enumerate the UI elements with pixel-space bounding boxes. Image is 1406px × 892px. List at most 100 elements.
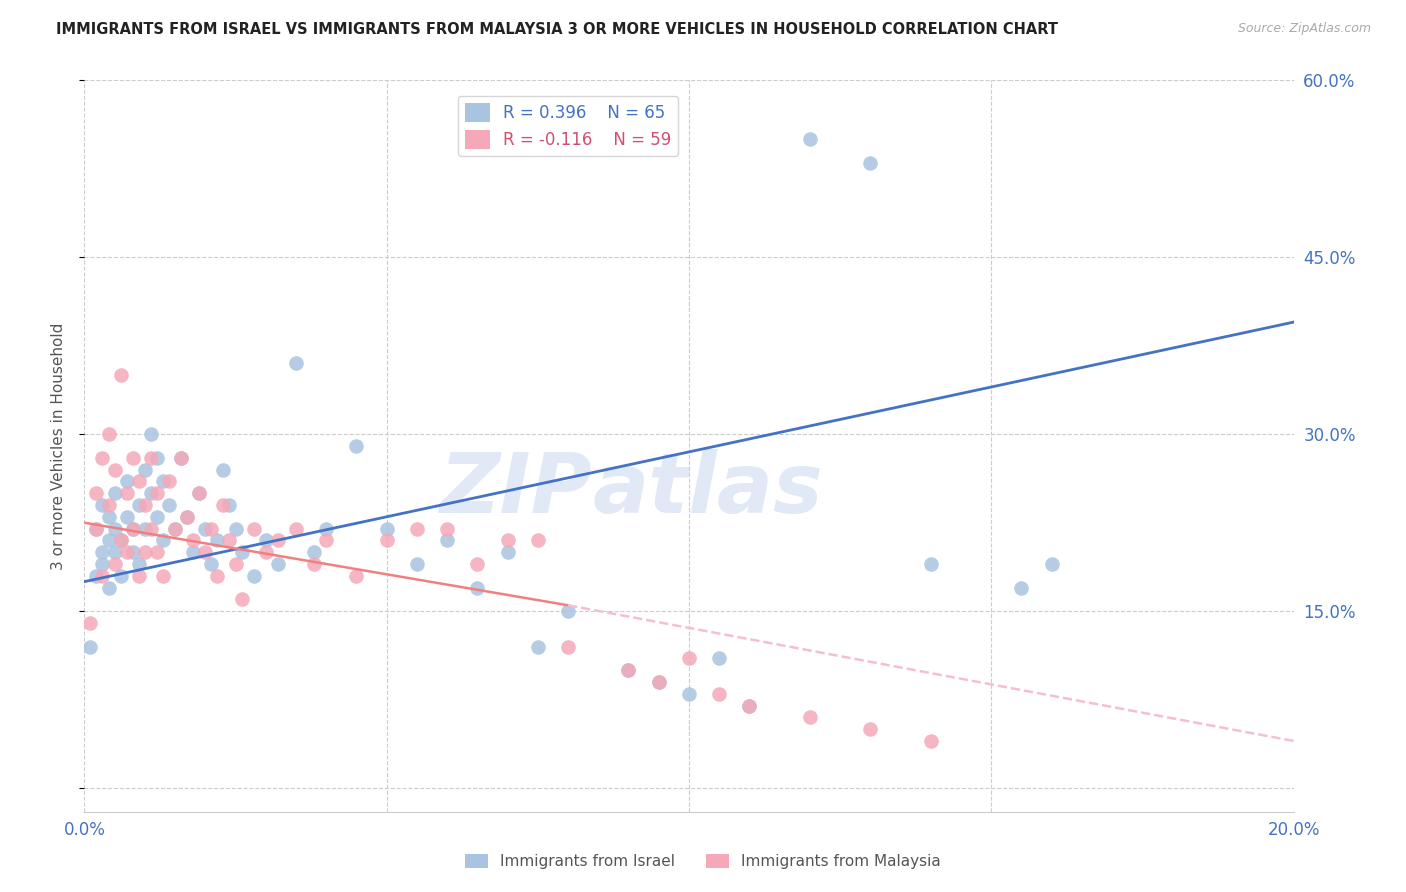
Point (146, 545, 169, 559)
Point (375, 522, 398, 536)
Point (678, 687, 700, 701)
Point (152, 568, 174, 582)
Point (121, 450, 143, 465)
Point (254, 545, 277, 559)
Point (436, 522, 458, 536)
Point (218, 498, 240, 512)
Point (406, 557, 429, 571)
Point (97, 427, 120, 442)
Point (859, 156, 882, 170)
Point (79, 640, 101, 654)
Point (1040, 557, 1063, 571)
Point (406, 522, 429, 536)
Point (285, 522, 308, 536)
Point (225, 522, 247, 536)
Point (97, 509, 120, 524)
Text: IMMIGRANTS FROM ISRAEL VS IMMIGRANTS FROM MALAYSIA 3 OR MORE VEHICLES IN HOUSEHO: IMMIGRANTS FROM ISRAEL VS IMMIGRANTS FRO… (56, 22, 1059, 37)
Point (527, 533, 550, 548)
Point (165, 522, 187, 536)
Point (110, 533, 132, 548)
Point (157, 475, 180, 489)
Point (194, 522, 217, 536)
Point (134, 522, 156, 536)
Point (557, 604, 579, 618)
Point (920, 734, 942, 748)
Point (467, 581, 489, 595)
Point (436, 533, 458, 548)
Point (496, 545, 519, 559)
Point (346, 568, 368, 582)
Point (170, 450, 193, 465)
Point (157, 498, 180, 512)
Text: Source: ZipAtlas.com: Source: ZipAtlas.com (1237, 22, 1371, 36)
Point (617, 663, 640, 677)
Point (200, 557, 222, 571)
Point (315, 522, 337, 536)
Point (648, 675, 671, 690)
Point (648, 675, 671, 690)
Point (181, 533, 204, 548)
Point (79, 615, 101, 630)
Point (194, 545, 217, 559)
Point (139, 450, 162, 465)
Point (97, 533, 120, 548)
Point (738, 698, 761, 713)
Point (181, 545, 204, 559)
Point (859, 722, 882, 736)
Point (152, 533, 174, 548)
Point (207, 568, 229, 582)
Point (176, 509, 198, 524)
Point (188, 486, 211, 500)
Point (165, 522, 187, 536)
Point (115, 545, 138, 559)
Point (121, 545, 143, 559)
Point (91, 450, 114, 465)
Point (104, 486, 127, 500)
Point (207, 533, 229, 548)
Point (285, 356, 308, 370)
Point (91, 557, 114, 571)
Point (242, 522, 264, 536)
Point (225, 557, 247, 571)
Point (557, 640, 579, 654)
Point (920, 557, 942, 571)
Point (799, 710, 821, 724)
Point (315, 533, 337, 548)
Point (146, 486, 169, 500)
Point (200, 522, 222, 536)
Point (799, 132, 821, 146)
Point (139, 486, 162, 500)
Point (146, 509, 169, 524)
Text: ZIP: ZIP (440, 450, 592, 531)
Point (134, 498, 156, 512)
Point (242, 568, 264, 582)
Y-axis label: 3 or more Vehicles in Household: 3 or more Vehicles in Household (51, 322, 66, 570)
Text: atlas: atlas (592, 450, 823, 531)
Point (97, 581, 120, 595)
Point (527, 640, 550, 654)
Point (1011, 581, 1033, 595)
Point (128, 498, 150, 512)
Point (134, 462, 156, 476)
Point (146, 450, 169, 465)
Point (128, 475, 150, 489)
Point (709, 687, 731, 701)
Point (231, 592, 253, 607)
Point (128, 568, 150, 582)
Point (139, 427, 162, 442)
Point (121, 522, 143, 536)
Point (134, 545, 156, 559)
Point (267, 533, 290, 548)
Legend: R = 0.396    N = 65, R = -0.116    N = 59: R = 0.396 N = 65, R = -0.116 N = 59 (458, 96, 678, 156)
Point (104, 557, 127, 571)
Point (91, 568, 114, 582)
Point (231, 545, 253, 559)
Point (267, 557, 290, 571)
Point (115, 486, 138, 500)
Point (678, 651, 700, 665)
Point (254, 533, 277, 548)
Point (115, 509, 138, 524)
Point (152, 475, 174, 489)
Point (188, 486, 211, 500)
Point (86, 568, 108, 582)
